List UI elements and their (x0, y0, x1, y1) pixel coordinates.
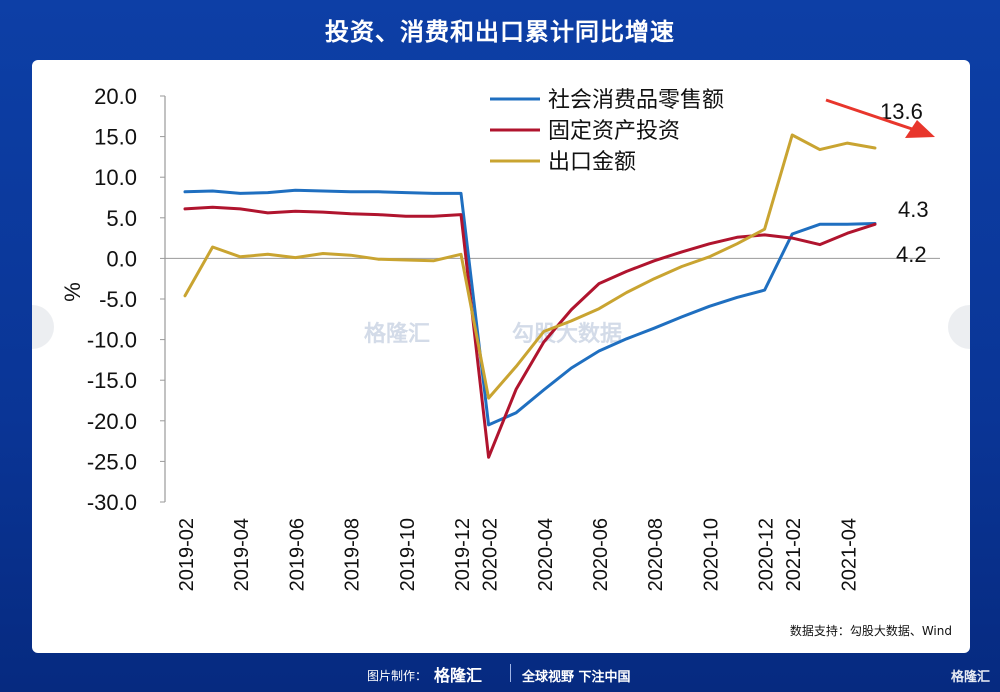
chart-panel (32, 60, 970, 653)
footer-bar: 图片制作： 格隆汇 全球视野 下注中国 格隆汇 (0, 660, 1000, 692)
y-tick-label: 0.0 (106, 246, 137, 271)
x-tick-label: 2021-02 (783, 518, 805, 591)
watermark-source: 勾股大数据 (512, 322, 623, 347)
corner-brand-logo: 格隆汇 (950, 670, 990, 685)
y-tick-label: -30.0 (87, 490, 137, 515)
x-tick-label: 2019-10 (397, 518, 419, 591)
y-tick-label: 10.0 (94, 165, 137, 190)
x-tick-label: 2020-08 (645, 518, 667, 591)
x-tick-label: 2019-06 (286, 518, 308, 591)
x-tick-label: 2019-12 (452, 518, 474, 591)
watermark-brand: 格隆汇 (364, 322, 431, 347)
x-tick-label: 2020-06 (590, 518, 612, 591)
x-tick-label: 2019-08 (342, 518, 364, 591)
y-tick-label: -10.0 (87, 328, 137, 353)
y-tick-label: -15.0 (87, 368, 137, 393)
prev-arrow-button[interactable] (32, 305, 54, 349)
series-line-1 (183, 188, 877, 427)
x-tick-label: 2020-02 (480, 518, 502, 591)
y-tick-label: -5.0 (99, 287, 137, 312)
next-arrow-button[interactable] (948, 305, 970, 349)
legend-label-2: 固定资产投资 (548, 119, 680, 144)
data-source-note: 数据支持：勾股大数据、Wind (789, 624, 952, 638)
legend-label-3: 出口金额 (548, 150, 636, 175)
data-label-3: 4.2 (896, 242, 927, 267)
y-tick-label: -25.0 (87, 449, 137, 474)
chart-title: 投资、消费和出口累计同比增速 (325, 18, 675, 46)
x-tick-label: 2019-04 (231, 518, 253, 591)
y-tick-label: 5.0 (106, 206, 137, 231)
footer-divider (510, 664, 511, 682)
trend-arrow-icon (825, 98, 935, 138)
x-tick-label: 2020-10 (700, 518, 722, 591)
y-tick-label: -20.0 (87, 409, 137, 434)
legend-label-1: 社会消费品零售额 (548, 88, 724, 113)
data-label-2: 4.3 (898, 197, 929, 222)
y-axis-label: % (60, 282, 85, 302)
y-tick-label: 20.0 (94, 84, 137, 109)
series-line-3 (183, 133, 877, 400)
brand-logo: 格隆汇 (434, 666, 483, 685)
y-tick-label: 15.0 (94, 125, 137, 150)
footer-slogan: 全球视野 下注中国 (522, 670, 631, 685)
x-tick-label: 2020-04 (535, 518, 557, 591)
x-tick-label: 2020-12 (756, 518, 778, 591)
x-tick-label: 2019-02 (176, 518, 198, 591)
made-by-label: 图片制作： (367, 669, 428, 683)
x-tick-label: 2021-04 (838, 518, 860, 591)
series-line-2 (183, 205, 877, 459)
